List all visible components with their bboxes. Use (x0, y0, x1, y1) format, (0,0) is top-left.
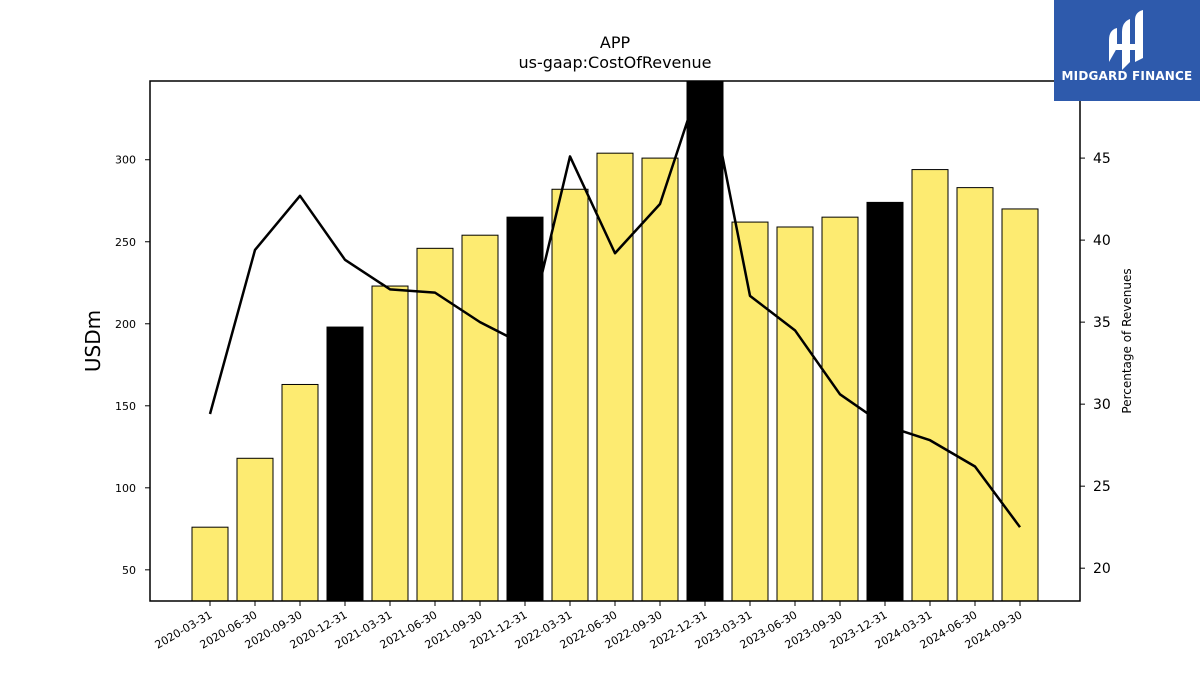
y2-tick-label: 45 (1093, 151, 1111, 167)
y-tick-label: 300 (115, 154, 136, 167)
chart-subtitle: us-gaap:CostOfRevenue (518, 53, 712, 72)
bar-2023-12-31 (866, 201, 904, 601)
bar-2022-06-30 (596, 152, 634, 601)
bar-2022-09-30 (641, 157, 679, 601)
y2-tick-label: 25 (1093, 479, 1111, 495)
bar-2020-06-30 (236, 457, 274, 601)
y-tick-label: 250 (115, 236, 136, 249)
bar-2023-09-30 (821, 216, 859, 601)
midgard-finance-logo: MIDGARD FINANCE (1054, 0, 1200, 101)
y-tick-label: 50 (122, 564, 136, 577)
y2-tick-label: 40 (1093, 233, 1111, 249)
y-axis-label: USDm (81, 310, 105, 372)
bar-2021-09-30 (461, 234, 499, 601)
bar-2021-12-31 (506, 216, 544, 601)
chart-title: APP (599, 33, 631, 52)
bar-2020-03-31 (191, 526, 229, 601)
y2-axis-label: Percentage of Revenues (1120, 268, 1134, 413)
bar-2023-06-30 (776, 226, 814, 601)
bar-2022-12-31 (686, 81, 724, 601)
y2-tick-label: 30 (1093, 397, 1111, 413)
bar-2020-09-30 (281, 383, 319, 601)
bar-2021-03-31 (371, 285, 409, 601)
y2-tick-label: 20 (1093, 561, 1111, 577)
y-tick-label: 200 (115, 318, 136, 331)
logo-mark-icon (1109, 10, 1143, 70)
percentage-line (208, 81, 1022, 528)
y-tick-label: 150 (115, 400, 136, 413)
y2-tick-label: 35 (1093, 315, 1111, 331)
bar-2024-09-30 (1001, 208, 1039, 601)
bar-2024-06-30 (956, 187, 994, 601)
bar-2024-03-31 (911, 169, 949, 601)
bar-2023-03-31 (731, 221, 769, 601)
bar-2022-03-31 (551, 188, 589, 601)
bar-2020-12-31 (326, 326, 364, 601)
bar-2021-06-30 (416, 247, 454, 601)
y-tick-label: 100 (115, 482, 136, 495)
logo-text: MIDGARD FINANCE (1061, 69, 1193, 83)
